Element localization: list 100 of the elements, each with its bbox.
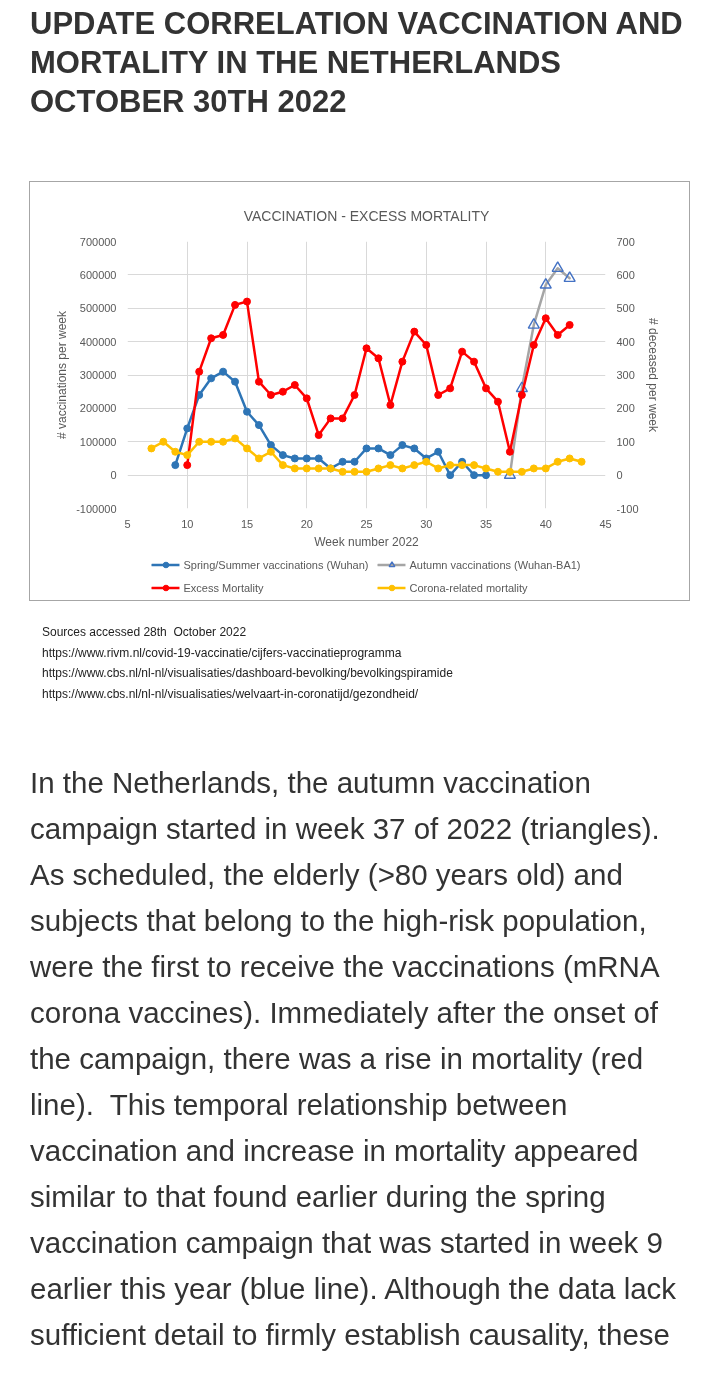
point — [183, 424, 192, 433]
point — [243, 444, 251, 453]
point — [386, 461, 395, 470]
point — [398, 357, 407, 366]
chart-subtitle: VACCINATION - EXCESS MORTALITY — [243, 207, 490, 224]
x-tick-label: 20 — [300, 517, 313, 530]
point — [350, 391, 359, 400]
y2-tick-label: 400 — [616, 335, 635, 348]
point — [362, 467, 371, 476]
point — [207, 374, 216, 383]
point — [458, 461, 467, 470]
point — [446, 471, 455, 480]
point — [551, 261, 564, 273]
point — [278, 387, 287, 396]
point — [386, 451, 395, 460]
point — [290, 454, 299, 463]
point — [410, 461, 419, 470]
point — [422, 340, 431, 349]
y2-axis-title: # deceased per week — [645, 317, 660, 434]
legend-label: Spring/Summer vaccinations (Wuhan) — [183, 557, 369, 571]
point — [505, 447, 514, 456]
legend-label: Excess Mortality — [183, 580, 264, 594]
point — [410, 444, 419, 453]
y-tick-label: 0 — [110, 469, 117, 482]
point — [243, 297, 251, 306]
x-tick-label: 45 — [599, 517, 612, 530]
x-tick-label: 10 — [181, 517, 194, 530]
x-tick-label: 40 — [539, 517, 552, 530]
point — [517, 391, 526, 400]
x-tick-label: 5 — [124, 517, 131, 530]
point — [290, 464, 299, 473]
point — [446, 461, 455, 470]
point — [565, 454, 574, 463]
point — [159, 437, 168, 446]
point — [302, 454, 311, 463]
point — [362, 444, 371, 453]
point — [231, 300, 240, 309]
y-tick-label: 100000 — [79, 435, 117, 448]
point — [326, 414, 335, 423]
point — [183, 451, 192, 460]
x-tick-label: 30 — [420, 517, 433, 530]
x-tick-label: 35 — [479, 517, 493, 530]
text: In the Netherlands, the autumn vaccination campaign started in week 37 of 2022 (triangles). As scheduled, the elderly (>80 years old) and subjects that belong to the high-risk population, were the first to receive the vaccinations (mRNA corona vaccines). Immediately after the onset of the campaign, there was a rise in mortality (red line). This temporal relationship between vaccination and increase in mortality appeared similar to that found earlier during the spring vaccination campaign that was started in week 9 earlier this year (blue line). Although the data lack sufficient detail to firmly establish causality, these — [30, 766, 677, 1351]
point — [434, 391, 443, 400]
point — [219, 437, 228, 446]
point — [553, 330, 562, 339]
point — [482, 464, 490, 473]
y-tick-label: 600000 — [79, 268, 117, 281]
point — [266, 447, 275, 456]
legend-label: Autumn vaccinations (Wuhan-BA1) — [409, 557, 581, 571]
point — [350, 457, 359, 466]
point — [493, 467, 502, 476]
point — [517, 467, 526, 476]
y-tick-label: 700000 — [79, 235, 117, 248]
y2-tick-label: 200 — [616, 402, 635, 415]
point — [338, 457, 347, 466]
point — [171, 447, 180, 456]
point — [398, 441, 407, 450]
point — [529, 464, 538, 473]
point — [398, 464, 407, 473]
y-tick-label: -100000 — [76, 502, 117, 515]
point — [470, 461, 479, 470]
text: https://www.cbs.nl/nl-nl/visualisaties/dashboard-bevolking/bevolkingspiramide — [42, 665, 454, 682]
point — [207, 334, 216, 343]
point — [314, 464, 323, 473]
chart-title: UPDATE CORRELATION VACCINATION AND MORTALITY IN THE NETHERLANDS OCTOBER 30TH 2022 — [30, 5, 684, 121]
point — [302, 394, 311, 403]
point — [374, 444, 383, 453]
point — [231, 434, 240, 443]
point — [563, 271, 576, 283]
x-tick-label: 15 — [240, 517, 254, 530]
point — [470, 471, 479, 480]
point — [434, 464, 443, 473]
point — [278, 451, 287, 460]
point — [147, 444, 156, 453]
point — [362, 344, 371, 353]
y2-tick-label: 100 — [616, 435, 635, 448]
point — [470, 357, 479, 366]
point — [565, 320, 574, 329]
y2-tick-label: 500 — [616, 302, 635, 315]
point — [231, 377, 240, 386]
point — [553, 457, 562, 466]
point — [577, 457, 586, 466]
point — [541, 314, 550, 323]
point — [374, 464, 383, 473]
point — [195, 437, 204, 446]
point — [493, 397, 502, 406]
y-tick-label: 400000 — [79, 335, 117, 348]
text: https://www.cbs.nl/nl-nl/visualisaties/welvaart-in-coronatijd/gezondheid/ — [42, 685, 420, 703]
point — [254, 377, 263, 386]
point — [434, 447, 443, 456]
legend-label: Corona-related mortality — [409, 580, 528, 594]
y2-tick-label: 600 — [616, 268, 635, 281]
point — [410, 327, 419, 336]
point — [266, 391, 275, 400]
point — [302, 464, 311, 473]
point — [529, 340, 538, 349]
x-axis-title: Week number 2022 — [314, 534, 420, 549]
point — [374, 354, 383, 363]
y2-tick-label: 700 — [616, 235, 635, 248]
